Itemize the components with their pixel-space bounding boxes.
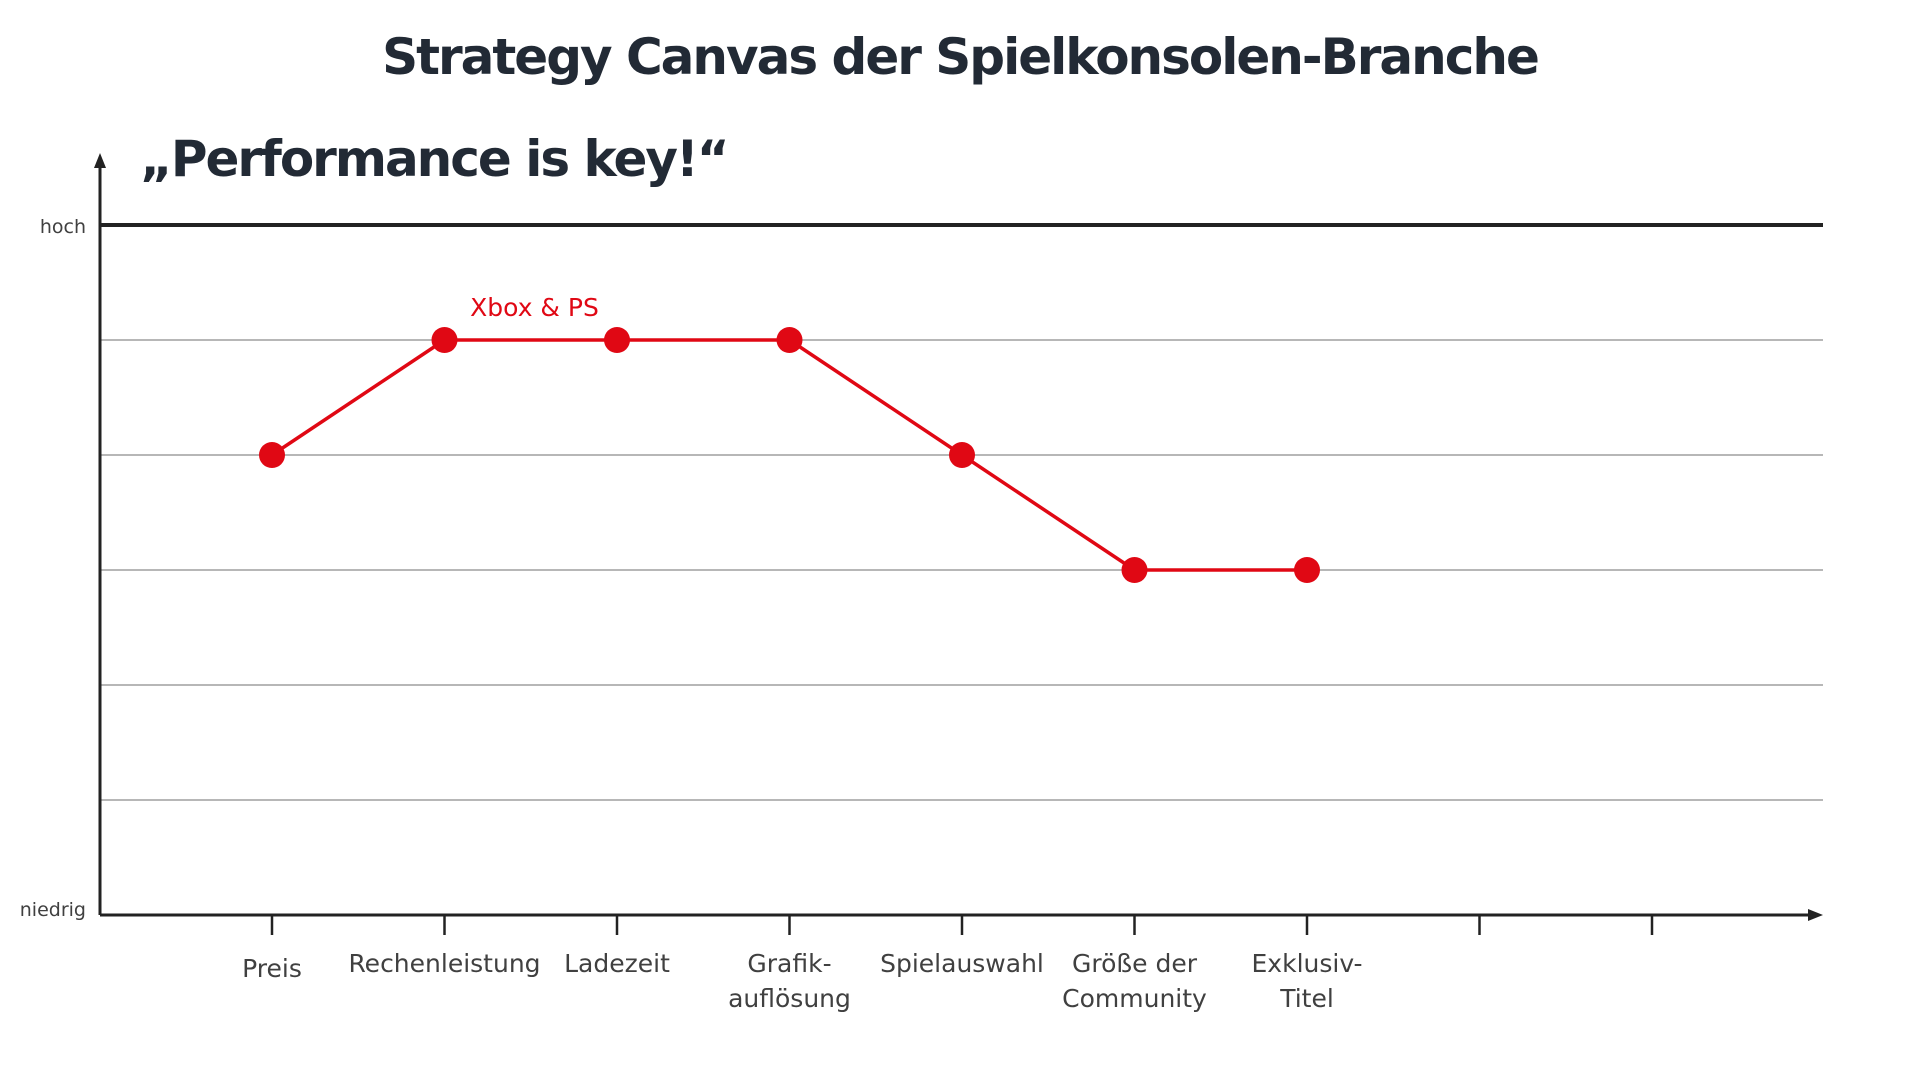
x-axis-arrow (1808, 909, 1823, 921)
x-tick-label-4-line-1: Grafik- (747, 949, 831, 978)
x-tick-label-7-line-2: Titel (1279, 984, 1334, 1013)
data-point-6 (1121, 557, 1148, 583)
x-tick-label-2: Rechenleistung (348, 949, 540, 978)
data-point-4 (776, 327, 803, 353)
y-axis-high-label: hoch (40, 216, 86, 238)
data-point-5 (949, 442, 975, 468)
x-tick-label-5: Spielauswahl (880, 949, 1044, 978)
x-tick-label-3: Ladezeit (564, 949, 670, 978)
y-axis-arrow (94, 153, 106, 168)
series: Xbox & PS (259, 293, 1320, 583)
axes: hoch niedrig (20, 153, 1823, 921)
data-point-3 (604, 327, 630, 353)
x-tick-labels: Preis Rechenleistung Ladezeit Grafik-auflös… (242, 949, 1362, 1013)
x-ticks (270, 915, 1654, 935)
x-tick-label-4-line-2: auflösung (728, 984, 851, 1013)
series-label-1: Xbox & PS (470, 293, 599, 322)
chart-title: Strategy Canvas der Spielkonsolen-Branch… (382, 28, 1540, 86)
gridlines (100, 339, 1823, 801)
chart-subtitle: „Performance is key!“ (140, 130, 730, 188)
y-axis-low-label: niedrig (20, 899, 86, 921)
data-point-1 (259, 442, 285, 468)
x-tick-label-1: Preis (242, 954, 302, 983)
data-point-2 (431, 327, 458, 353)
x-tick-label-7-line-1: Exklusiv- (1252, 949, 1363, 978)
data-point-7 (1294, 557, 1320, 583)
x-tick-label-6-line-1: Größe der (1072, 949, 1198, 978)
x-tick-label-6-line-2: Community (1062, 984, 1207, 1013)
